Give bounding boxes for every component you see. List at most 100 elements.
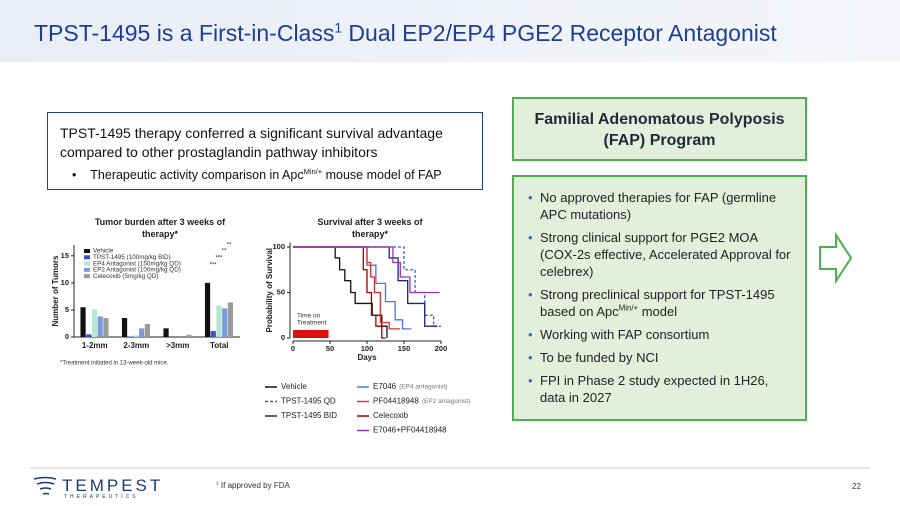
x-tick-label: 100	[361, 344, 374, 353]
fap-bullet: To be funded by NCI	[528, 349, 793, 366]
bullet-text: model	[638, 304, 678, 319]
legend-swatch	[84, 249, 90, 253]
bullet-text: Working with FAP consortium	[540, 327, 710, 342]
y-tick-label: 15	[61, 251, 69, 260]
chart-title: Tumor burden after 3 weeks of therapy*	[94, 217, 226, 239]
logo: TEMPEST	[62, 476, 164, 495]
summary-bullet: • Therapeutic activity comparison in Apc…	[72, 166, 442, 182]
bar	[80, 307, 86, 337]
bar	[186, 334, 192, 337]
x-tick-label: 1-2mm	[82, 341, 108, 350]
significance: **	[227, 243, 232, 249]
arrow	[819, 231, 853, 285]
y-tick-label: 100	[272, 242, 285, 251]
y-tick-label: 10	[61, 278, 69, 287]
treatment-label: Treatment	[297, 320, 327, 327]
legend-label: Vehicle	[93, 248, 114, 255]
bar	[86, 334, 92, 337]
title-text: TPST-1495 is a First-in-Class	[34, 20, 335, 46]
bar	[210, 331, 216, 337]
fap-bullet: Strong preclinical support for TPST-1495…	[528, 286, 793, 320]
footnote: 1 If approved by FDA	[216, 481, 290, 490]
bullet-sup: Min/+	[303, 166, 323, 176]
bullet-text: Therapeutic activity comparison in Apc	[90, 168, 304, 182]
bar	[204, 282, 211, 337]
legend-label: PF04418948	[373, 397, 419, 406]
x-axis-label: Days	[357, 353, 377, 362]
page-number: 22	[852, 482, 861, 491]
summary-box: TPST-1495 therapy conferred a significan…	[47, 112, 483, 190]
survival-curve	[293, 246, 401, 330]
legend-label: Celecoxib	[373, 411, 409, 420]
x-tick-label: 150	[398, 344, 411, 353]
y-axis-label: Number of Tumors	[51, 255, 60, 327]
bar	[227, 302, 234, 337]
title-text: Dual EP2/EP4 PGE2 Receptor Antagonist	[342, 20, 777, 46]
y-tick-label: 0	[281, 333, 285, 342]
logo-sub: THERAPEUTICS	[64, 494, 139, 500]
fap-title-box: Familial Adenomatous Polyposis (FAP) Pro…	[512, 97, 807, 161]
legend-note: (EP2 antagonist)	[422, 398, 470, 405]
legend-label: E7046+PF04418948	[373, 426, 447, 435]
chart-title: Survival after 3 weeks of therapy*	[317, 217, 423, 239]
bar	[103, 318, 109, 337]
bullet-text: Strong preclinical support for TPST-1495…	[540, 287, 775, 319]
legend-note: (EP4 antagonist)	[399, 384, 447, 391]
legend-label: Celecoxib (5mg/kg QD)	[93, 273, 158, 280]
fap-bullet: No approved therapies for FAP (germline …	[528, 189, 793, 223]
fap-title: Familial Adenomatous Polyposis (FAP) Pro…	[534, 111, 785, 149]
title-sup: 1	[334, 20, 343, 36]
x-tick-label: 0	[291, 344, 295, 353]
y-tick-label: 50	[277, 287, 285, 296]
bar	[139, 328, 145, 337]
y-tick-label: 5	[65, 305, 69, 314]
fap-bullet: Strong clinical support for PGE2 MOA (CO…	[528, 229, 793, 280]
legend-swatch	[84, 261, 90, 266]
survival-curve	[293, 246, 388, 338]
survival-curve	[293, 246, 386, 339]
bar	[121, 318, 128, 337]
legend-label: TPST-1495 BID	[281, 411, 337, 420]
footnote-text: If approved by FDA	[220, 481, 290, 490]
x-tick-label: 50	[326, 344, 334, 353]
x-tick-label: 200	[435, 344, 448, 353]
x-tick-label: 2-3mm	[123, 341, 149, 350]
footnote-sup: 1	[216, 481, 219, 487]
bar	[133, 335, 139, 337]
y-tick-label: 0	[65, 332, 69, 341]
legend-swatch	[84, 255, 90, 260]
legend-swatch	[84, 267, 90, 272]
chart-footnote: *Treatment initiated in 13-week-old mice…	[60, 361, 169, 367]
logo-icon	[33, 476, 57, 495]
x-tick-label: >3mm	[166, 341, 189, 350]
bar	[97, 316, 103, 337]
legend-label: EP4 Antagonist (150mg/kg QD)	[93, 260, 181, 267]
bullet-text: mouse model of FAP	[322, 168, 442, 182]
treatment-bar	[293, 330, 329, 338]
fap-bullets: No approved therapies for FAP (germline …	[526, 189, 793, 406]
bar	[91, 309, 98, 337]
fap-bullet: FPI in Phase 2 study expected in 1H26, d…	[528, 372, 793, 406]
bullet-sup: Min/+	[618, 303, 639, 313]
fap-bullet: Working with FAP consortium	[528, 326, 793, 343]
significance: **	[222, 249, 227, 255]
fap-bullets-box: No approved therapies for FAP (germline …	[512, 175, 807, 421]
survival-curve	[293, 246, 440, 294]
y-axis-label: Probability of Survival	[265, 248, 274, 332]
treatment-label: Time on	[297, 313, 321, 320]
survival-curve	[293, 246, 438, 327]
x-tick-label: Total	[210, 341, 229, 350]
significance: ***	[215, 256, 223, 262]
bar	[163, 328, 169, 337]
legend-label: Vehicle	[281, 382, 307, 391]
bar	[216, 305, 222, 337]
bar	[222, 308, 228, 337]
legend-label: TPST-1495 QD	[281, 397, 336, 406]
legend-label: EP2 Antagonist (100mg/kg QD)	[93, 267, 181, 274]
header-band	[0, 0, 900, 62]
bullet-text: No approved therapies for FAP (germline …	[540, 190, 777, 222]
legend-swatch	[84, 274, 90, 279]
legend-label: TPST-1495 (100mg/kg BID)	[93, 254, 171, 261]
bullet-text: FPI in Phase 2 study expected in 1H26, d…	[540, 373, 769, 405]
